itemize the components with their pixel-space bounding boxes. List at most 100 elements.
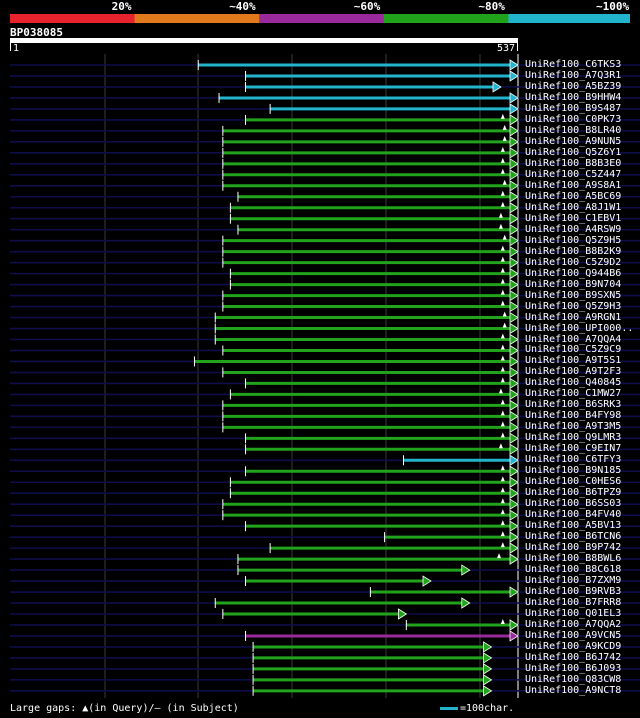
hit-label[interactable]: UniRef100_A9T3M5: [525, 421, 622, 433]
hit-row-UniRef100_C1MW27[interactable]: [10, 388, 640, 401]
hit-row-UniRef100_C6TFY3[interactable]: [10, 454, 640, 467]
hit-label[interactable]: UniRef100_A5BV13: [525, 520, 622, 532]
hit-label[interactable]: UniRef100_UPI000..: [525, 322, 634, 334]
hit-row-UniRef100_A4RSW9[interactable]: [10, 223, 640, 236]
hit-label[interactable]: UniRef100_B4FY98: [525, 410, 622, 422]
hit-label[interactable]: UniRef100_A9NUN5: [525, 135, 622, 147]
hit-row-UniRef100_Q01EL3[interactable]: [10, 608, 640, 620]
hit-label[interactable]: UniRef100_Q83CW8: [525, 673, 622, 685]
hit-row-UniRef100_B6SRK3[interactable]: [10, 399, 640, 412]
hit-label[interactable]: UniRef100_B9HHW4: [525, 91, 622, 103]
hit-label[interactable]: UniRef100_B8B3E0: [525, 157, 622, 169]
hit-label[interactable]: UniRef100_A9T2F3: [525, 366, 622, 378]
hit-row-UniRef100_UPI000..[interactable]: [10, 322, 640, 335]
hit-row-UniRef100_B9RVB3[interactable]: [10, 586, 640, 598]
hit-row-UniRef100_Q40845[interactable]: [10, 377, 640, 390]
hit-row-UniRef100_A9T2F3[interactable]: [10, 366, 640, 379]
hit-row-UniRef100_C5Z9C9[interactable]: [10, 344, 640, 357]
hit-row-UniRef100_B9N704[interactable]: [10, 278, 640, 291]
hit-label[interactable]: UniRef100_A9S8A1: [525, 179, 622, 191]
hit-label[interactable]: UniRef100_B9S487: [525, 102, 622, 114]
hit-label[interactable]: UniRef100_B6J742: [525, 651, 622, 663]
hit-label[interactable]: UniRef100_C0HES6: [525, 476, 622, 488]
hit-row-UniRef100_A9NCT8[interactable]: [10, 685, 640, 697]
hit-row-UniRef100_B8B3E0[interactable]: [10, 157, 640, 170]
hit-row-UniRef100_B4FV40[interactable]: [10, 509, 640, 521]
hit-label[interactable]: UniRef100_C9EIN7: [525, 443, 622, 455]
hit-label[interactable]: UniRef100_B6TPZ9: [525, 487, 622, 499]
hit-label[interactable]: UniRef100_Q01EL3: [525, 608, 622, 619]
hit-label[interactable]: UniRef100_A7Q3R1: [525, 69, 622, 81]
hit-row-UniRef100_C0PK73[interactable]: [10, 113, 640, 126]
hit-label[interactable]: UniRef100_A9RGN1: [525, 311, 622, 323]
hit-label[interactable]: UniRef100_Q9LMR3: [525, 432, 622, 444]
hit-label[interactable]: UniRef100_B8B2K9: [525, 245, 622, 257]
hit-label[interactable]: UniRef100_A9VCN5: [525, 629, 622, 641]
hit-label[interactable]: UniRef100_B6TCN6: [525, 531, 622, 543]
hit-row-UniRef100_C5Z9D2[interactable]: [10, 256, 640, 269]
hit-row-UniRef100_C1EBV1[interactable]: [10, 212, 640, 225]
hit-row-UniRef100_B8BWL6[interactable]: [10, 553, 640, 565]
hit-row-UniRef100_B9P742[interactable]: [10, 542, 640, 554]
hit-label[interactable]: UniRef100_A5BZ39: [525, 80, 622, 92]
hit-row-UniRef100_Q944B6[interactable]: [10, 267, 640, 280]
hit-label[interactable]: UniRef100_Q5Z6Y1: [525, 146, 622, 158]
hit-label[interactable]: UniRef100_A5BC69: [525, 190, 622, 202]
hit-row-UniRef100_C5Z447[interactable]: [10, 168, 640, 181]
hit-label[interactable]: UniRef100_C1EBV1: [525, 212, 622, 224]
hit-label[interactable]: UniRef100_B8LR40: [525, 124, 622, 136]
hit-row-UniRef100_Q5Z9H5[interactable]: [10, 234, 640, 247]
hit-row-UniRef100_B9HHW4[interactable]: [10, 92, 640, 104]
hit-row-UniRef100_C6TKS3[interactable]: [10, 59, 640, 71]
hit-label[interactable]: UniRef100_C5Z9C9: [525, 344, 622, 356]
hit-label[interactable]: UniRef100_C6TFY3: [525, 454, 622, 466]
hit-row-UniRef100_C9EIN7[interactable]: [10, 443, 640, 456]
hit-row-UniRef100_B9SXN5[interactable]: [10, 289, 640, 302]
hit-row-UniRef100_B6TPZ9[interactable]: [10, 487, 640, 499]
hit-label[interactable]: UniRef100_C1MW27: [525, 388, 622, 400]
hit-label[interactable]: UniRef100_B8C618: [525, 564, 622, 576]
hit-row-UniRef100_B6TCN6[interactable]: [10, 531, 640, 543]
hit-label[interactable]: UniRef100_B9P742: [525, 542, 622, 554]
hit-row-UniRef100_B7FRR8[interactable]: [10, 597, 640, 609]
hit-row-UniRef100_Q9LMR3[interactable]: [10, 432, 640, 445]
hit-row-UniRef100_A8J1W1[interactable]: [10, 201, 640, 214]
hit-label[interactable]: UniRef100_C0PK73: [525, 113, 622, 125]
hit-row-UniRef100_Q83CW8[interactable]: [10, 674, 640, 686]
hit-row-UniRef100_B4FY98[interactable]: [10, 410, 640, 423]
hit-row-UniRef100_A5BV13[interactable]: [10, 520, 640, 532]
hit-label[interactable]: UniRef100_A7QQA2: [525, 618, 622, 630]
hit-row-UniRef100_A9KCD9[interactable]: [10, 641, 640, 653]
hit-row-UniRef100_A7Q3R1[interactable]: [10, 70, 640, 82]
hit-row-UniRef100_A9RGN1[interactable]: [10, 311, 640, 324]
hit-label[interactable]: UniRef100_C5Z9D2: [525, 256, 622, 268]
hit-label[interactable]: UniRef100_C6TKS3: [525, 59, 622, 70]
hit-label[interactable]: UniRef100_Q944B6: [525, 267, 622, 279]
hit-label[interactable]: UniRef100_A9KCD9: [525, 640, 622, 652]
hit-row-UniRef100_B8B2K9[interactable]: [10, 245, 640, 258]
hit-label[interactable]: UniRef100_B4FV40: [525, 509, 622, 521]
hit-row-UniRef100_A9VCN5[interactable]: [10, 630, 640, 642]
hit-row-UniRef100_B8C618[interactable]: [10, 564, 640, 576]
hit-label[interactable]: UniRef100_A9T5S1: [525, 355, 622, 367]
hit-row-UniRef100_B7ZXM9[interactable]: [10, 575, 640, 587]
hit-row-UniRef100_A9T5S1[interactable]: [10, 355, 640, 368]
hit-row-UniRef100_B6SS03[interactable]: [10, 498, 640, 510]
hit-row-UniRef100_Q5Z9H3[interactable]: [10, 300, 640, 313]
hit-row-UniRef100_A5BC69[interactable]: [10, 190, 640, 203]
hit-label[interactable]: UniRef100_A7QQA4: [525, 333, 622, 345]
hit-label[interactable]: UniRef100_Q5Z9H5: [525, 234, 622, 246]
hit-label[interactable]: UniRef100_C5Z447: [525, 168, 622, 180]
hit-row-UniRef100_B6J742[interactable]: [10, 652, 640, 664]
hit-row-UniRef100_A7QQA4[interactable]: [10, 333, 640, 346]
hit-row-UniRef100_A9NUN5[interactable]: [10, 135, 640, 148]
hit-label[interactable]: UniRef100_A4RSW9: [525, 223, 622, 235]
hit-label[interactable]: UniRef100_B9N704: [525, 278, 622, 290]
hit-label[interactable]: UniRef100_B6SRK3: [525, 399, 622, 411]
hit-label[interactable]: UniRef100_B7FRR8: [525, 597, 622, 609]
hit-label[interactable]: UniRef100_B6J093: [525, 662, 622, 674]
hit-label[interactable]: UniRef100_B6SS03: [525, 498, 622, 510]
hit-row-UniRef100_C0HES6[interactable]: [10, 476, 640, 488]
hit-row-UniRef100_Q5Z6Y1[interactable]: [10, 146, 640, 159]
hit-row-UniRef100_A5BZ39[interactable]: [10, 81, 640, 93]
